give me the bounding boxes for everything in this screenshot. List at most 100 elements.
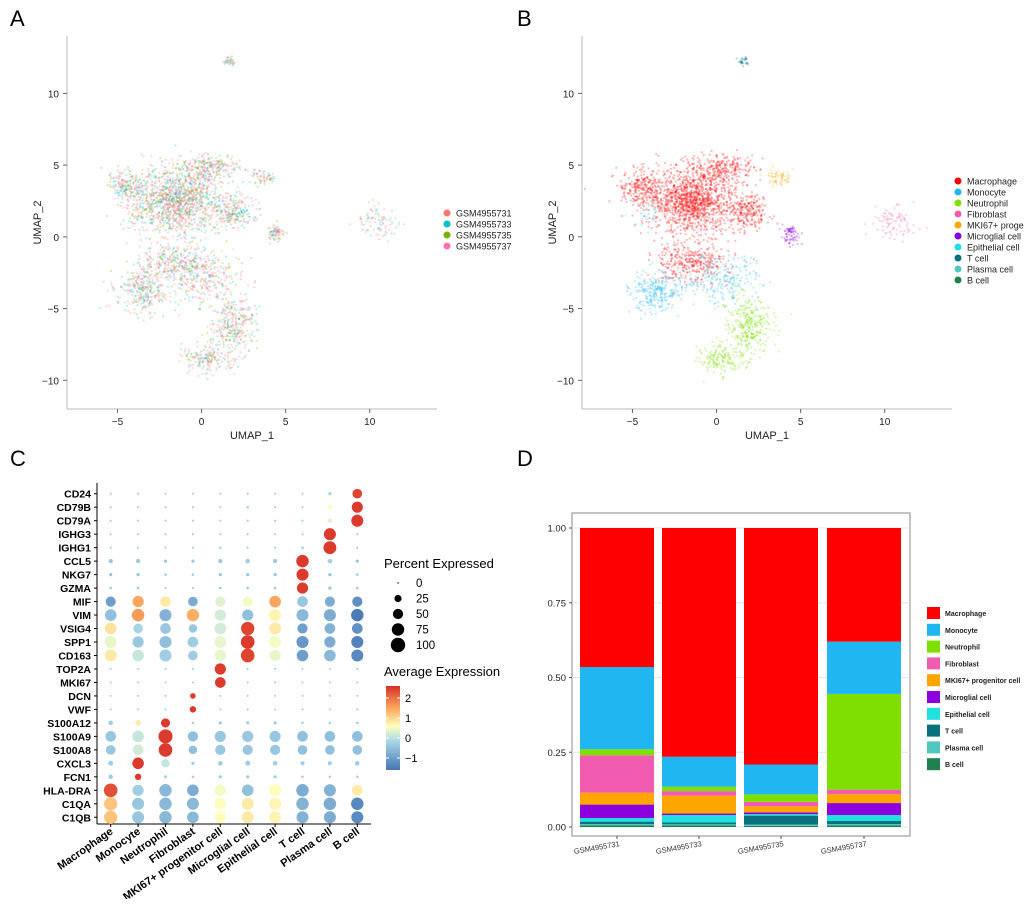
dot-top2a-monocyte [137, 668, 139, 670]
dot-c1qa-mki67-progenitor-cell [215, 798, 227, 810]
dot-mki67-neutrophil [164, 681, 166, 683]
dot-spp1-mki67-progenitor-cell [215, 636, 227, 648]
bar-segment-macrophage [662, 528, 736, 757]
legend-swatch-fibroblast [927, 657, 940, 669]
dot-ccl5-microglial-cell [245, 559, 250, 564]
bar-segment-plasma-cell [580, 824, 654, 826]
dot-s100a8-monocyte [133, 745, 144, 756]
dot-cd79b-mki67-progenitor-cell [219, 506, 221, 508]
dot-cxcl3-monocyte [132, 758, 144, 770]
dot-s100a8-microglial-cell [243, 745, 253, 755]
legend-swatch-fibroblast [955, 211, 962, 218]
bar-segment-mki67-progenitor-cell [662, 796, 736, 814]
dot-dcn-plasma-cell [329, 695, 331, 697]
gene-label-cd24: CD24 [64, 489, 91, 501]
dot-spp1-plasma-cell [324, 636, 335, 647]
bar-gsm4955735 [744, 528, 818, 827]
legend-label-t-cell: T cell [967, 254, 988, 264]
dot-ighg3-macrophage [110, 533, 112, 535]
dot-cd163-plasma-cell [324, 650, 336, 662]
dot-cd79b-macrophage [110, 506, 112, 508]
bar-segment-plasma-cell [744, 825, 818, 826]
dot-gzma-t-cell [297, 583, 308, 594]
dot-mif-epithelial-cell [269, 596, 281, 608]
dot-cd163-macrophage [105, 649, 117, 661]
gene-label-ighg3: IGHG3 [58, 529, 91, 541]
dot-gzma-fibroblast [192, 587, 194, 589]
dot-cd24-b-cell [352, 489, 362, 499]
dot-nkg7-neutrophil [164, 573, 167, 576]
dot-gzma-neutrophil [164, 587, 166, 589]
legend-swatch-b-cell [927, 758, 940, 770]
dot-vim-microglial-cell [242, 610, 253, 621]
bar-segment-microglial-cell [580, 805, 654, 818]
dot-spp1-t-cell [296, 636, 308, 648]
bar-segment-monocyte [662, 757, 736, 787]
y-tick-label: 1.00 [548, 524, 567, 535]
bar-segment-monocyte [827, 642, 901, 694]
dot-cd79a-plasma-cell [328, 518, 333, 523]
legend-label-mki67-progenitor-cell: MKI67+ progenitor cell [967, 221, 1024, 231]
y-tick-label: 0.75 [548, 598, 567, 609]
dot-spp1-fibroblast [188, 637, 199, 648]
color-legend-label: 2 [405, 693, 411, 705]
bar-segment-mki67-progenitor-cell [744, 806, 818, 812]
size-legend-label-75: 75 [416, 625, 429, 637]
bar-segment-t-cell [827, 821, 901, 824]
dot-c1qb-neutrophil [159, 811, 171, 823]
dot-fcn1-macrophage [108, 775, 113, 780]
dot-c1qa-monocyte [132, 798, 144, 810]
dot-hla-dra-fibroblast [187, 785, 199, 797]
dot-s100a9-plasma-cell [325, 731, 336, 742]
dot-vwf-mki67-progenitor-cell [219, 708, 221, 710]
dot-s100a9-epithelial-cell [270, 731, 281, 742]
dot-mki67-monocyte [137, 681, 139, 683]
dot-s100a12-b-cell [356, 722, 359, 725]
bar-segment-macrophage [580, 528, 654, 667]
dot-mki67-mki67-progenitor-cell [215, 677, 226, 688]
gene-label-gzma: GZMA [60, 583, 91, 595]
dot-s100a9-t-cell [297, 731, 308, 742]
dot-s100a8-b-cell [352, 745, 362, 755]
dot-s100a12-t-cell [301, 722, 304, 725]
legend-swatch-monocyte [955, 189, 962, 196]
dot-cd24-neutrophil [164, 493, 166, 495]
legend-label-gsm4955731: GSM4955731 [456, 209, 512, 219]
dot-cxcl3-macrophage [108, 761, 113, 766]
dot-ighg1-plasma-cell [323, 541, 336, 554]
dot-vim-plasma-cell [324, 609, 336, 621]
bar-segment-neutrophil [744, 794, 818, 801]
dot-vwf-microglial-cell [247, 708, 249, 710]
dot-s100a12-microglial-cell [246, 721, 249, 724]
dot-mki67-epithelial-cell [274, 681, 276, 683]
dot-vsig4-plasma-cell [325, 623, 336, 634]
dot-c1qa-plasma-cell [324, 798, 336, 810]
legend-swatch-neutrophil [927, 641, 940, 653]
dot-c1qb-b-cell [351, 811, 363, 823]
dot-top2a-neutrophil [164, 668, 166, 670]
dot-s100a12-macrophage [108, 721, 113, 726]
panel-label-d: D [517, 446, 533, 471]
gene-label-c1qa: C1QA [62, 799, 92, 811]
dot-ighg3-microglial-cell [247, 533, 249, 535]
dot-mif-macrophage [106, 597, 116, 607]
dot-s100a9-neutrophil [158, 729, 172, 743]
dot-s100a12-monocyte [135, 720, 141, 726]
dot-dcn-macrophage [110, 695, 112, 697]
x-tick-label: 0 [714, 417, 720, 428]
dot-hla-dra-neutrophil [159, 784, 171, 796]
panel-label-c: C [10, 446, 26, 471]
bar-segment-monocyte [744, 765, 818, 795]
dot-vwf-monocyte [137, 708, 139, 710]
legend-swatch-mki67-progenitor-cell [927, 674, 940, 686]
dot-top2a-mki67-progenitor-cell [215, 663, 226, 674]
dot-ighg1-macrophage [110, 547, 112, 549]
x-tick-label: 0 [199, 417, 205, 428]
dot-ccl5-macrophage [109, 559, 113, 563]
dot-mif-b-cell [352, 597, 362, 607]
gene-label-s100a9: S100A9 [53, 731, 91, 743]
